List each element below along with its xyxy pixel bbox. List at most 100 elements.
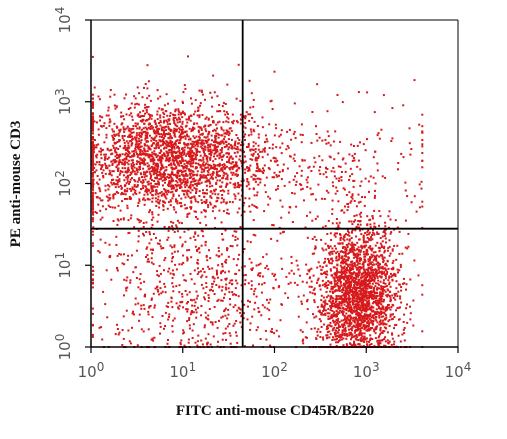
data-point: [227, 153, 230, 156]
data-point: [140, 135, 142, 138]
data-point: [99, 115, 102, 118]
data-point: [301, 340, 304, 343]
data-point: [258, 168, 261, 171]
data-point: [114, 142, 117, 145]
data-point: [149, 233, 151, 236]
data-point: [326, 334, 329, 337]
data-point: [198, 89, 201, 92]
data-point: [249, 106, 252, 109]
data-point: [337, 271, 340, 274]
data-point: [99, 238, 102, 241]
data-point: [192, 159, 195, 162]
data-point: [384, 309, 387, 312]
data-point: [155, 172, 158, 175]
data-point: [254, 150, 257, 153]
data-point: [185, 134, 188, 137]
data-point: [325, 264, 328, 267]
data-point: [363, 303, 366, 306]
data-point: [252, 141, 255, 144]
data-point: [338, 221, 341, 224]
data-point: [161, 108, 164, 111]
data-point: [373, 277, 376, 280]
data-point: [343, 261, 346, 264]
data-point: [245, 111, 248, 114]
data-point: [118, 178, 121, 181]
data-point: [110, 174, 113, 177]
data-point: [197, 129, 200, 132]
data-point: [258, 170, 261, 173]
data-point: [390, 275, 393, 278]
data-point: [127, 166, 130, 169]
data-point: [169, 139, 172, 142]
data-point: [185, 124, 188, 127]
data-point: [373, 255, 376, 258]
data-point: [362, 239, 365, 241]
data-point: [177, 162, 180, 165]
data-point: [134, 191, 136, 194]
data-point: [128, 197, 131, 200]
data-point: [196, 143, 199, 146]
data-point: [376, 282, 379, 285]
data-point: [327, 315, 330, 318]
data-point: [385, 327, 388, 330]
data-point: [151, 151, 154, 154]
data-point: [200, 244, 203, 247]
data-point: [249, 158, 252, 161]
data-point: [215, 200, 218, 203]
data-point: [202, 170, 205, 173]
data-point: [369, 291, 372, 294]
data-point: [98, 150, 101, 153]
data-point: [139, 219, 142, 222]
data-point: [156, 170, 159, 173]
data-point: [333, 266, 336, 269]
data-point: [151, 186, 154, 189]
data-point: [393, 272, 396, 275]
data-point: [370, 292, 373, 295]
data-point: [97, 128, 100, 131]
data-point: [356, 248, 359, 251]
data-point: [382, 267, 385, 270]
data-point: [388, 340, 391, 343]
data-point: [334, 338, 337, 341]
data-point: [302, 338, 305, 341]
data-point: [356, 311, 359, 314]
data-point: [114, 149, 116, 152]
data-point: [331, 302, 334, 305]
data-point: [171, 190, 174, 193]
data-point: [363, 328, 366, 331]
data-point: [360, 295, 363, 298]
data-point: [182, 91, 185, 94]
data-point: [261, 126, 264, 129]
data-point: [162, 152, 165, 155]
data-point: [362, 272, 365, 274]
data-point: [144, 134, 147, 137]
data-point: [174, 109, 177, 112]
data-point: [245, 185, 248, 188]
data-point: [93, 171, 96, 174]
data-point: [154, 119, 157, 122]
data-point: [235, 97, 238, 100]
data-point: [385, 316, 388, 319]
data-point: [216, 121, 219, 124]
data-point: [125, 113, 128, 116]
data-point: [113, 161, 116, 164]
data-point: [154, 147, 157, 150]
data-point: [204, 180, 207, 183]
data-point: [231, 121, 234, 124]
data-point: [369, 277, 372, 280]
data-point: [379, 291, 382, 294]
data-point: [333, 234, 336, 237]
data-point: [165, 166, 168, 168]
data-point: [200, 89, 203, 92]
data-point: [133, 136, 136, 139]
data-point: [372, 317, 375, 320]
data-point: [163, 194, 166, 197]
data-point: [348, 220, 351, 223]
data-point: [340, 273, 343, 276]
data-point: [172, 206, 175, 209]
data-point: [380, 300, 383, 303]
data-point: [143, 153, 146, 156]
data-point: [221, 158, 224, 161]
data-point: [268, 123, 271, 126]
data-point: [109, 173, 112, 176]
